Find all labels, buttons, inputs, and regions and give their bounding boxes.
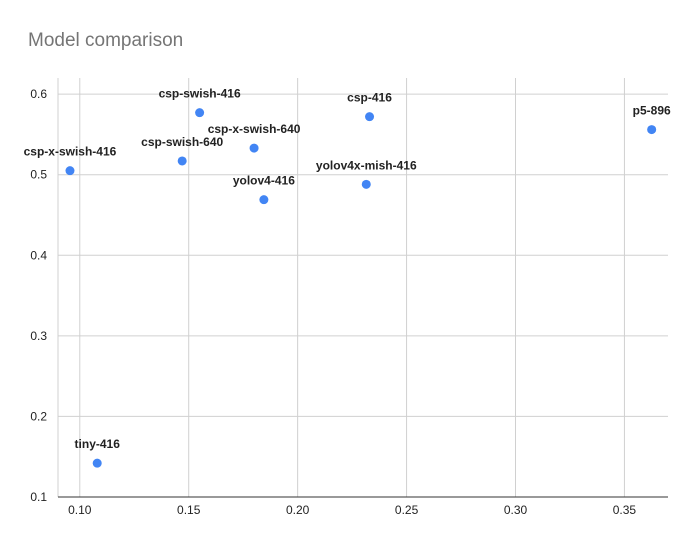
x-tick-label: 0.20 bbox=[286, 503, 310, 517]
x-tick-label: 0.15 bbox=[177, 503, 201, 517]
point-label-yolov4-416: yolov4-416 bbox=[233, 174, 295, 188]
point-label-csp-x-swish-640: csp-x-swish-640 bbox=[208, 122, 301, 136]
y-tick-label: 0.5 bbox=[30, 168, 47, 182]
data-point-tiny-416 bbox=[92, 458, 102, 468]
data-point-p5-896 bbox=[647, 125, 657, 135]
point-label-yolov4x-mish-416: yolov4x-mish-416 bbox=[316, 158, 417, 172]
data-point-csp-x-swish-640 bbox=[249, 143, 259, 153]
point-label-csp-416: csp-416 bbox=[347, 91, 392, 105]
chart-title: Model comparison bbox=[28, 30, 183, 51]
x-tick-labels: 0.10 0.15 0.20 0.25 0.30 0.35 bbox=[68, 503, 636, 517]
y-tick-labels: 0.1 0.2 0.3 0.4 0.5 0.6 bbox=[30, 87, 47, 504]
y-tick-label: 0.4 bbox=[30, 248, 47, 262]
data-point-csp-swish-416 bbox=[195, 108, 205, 118]
y-tick-label: 0.1 bbox=[30, 490, 47, 504]
x-tick-label: 0.35 bbox=[613, 503, 637, 517]
data-point-csp-swish-640 bbox=[177, 156, 187, 166]
x-tick-label: 0.30 bbox=[504, 503, 528, 517]
data-point-yolov4x-mish-416 bbox=[361, 179, 371, 189]
point-label-tiny-416: tiny-416 bbox=[75, 437, 121, 451]
point-label-p5-896: p5-896 bbox=[633, 104, 671, 118]
data-point-yolov4-416 bbox=[259, 195, 269, 205]
x-tick-label: 0.25 bbox=[395, 503, 419, 517]
data-points bbox=[65, 108, 657, 468]
data-point-csp-x-swish-416 bbox=[65, 166, 75, 176]
point-label-csp-x-swish-416: csp-x-swish-416 bbox=[24, 145, 117, 159]
y-tick-label: 0.6 bbox=[30, 87, 47, 101]
y-tick-label: 0.2 bbox=[30, 409, 47, 423]
grid-lines bbox=[57, 78, 668, 497]
point-label-csp-swish-416: csp-swish-416 bbox=[159, 87, 241, 101]
y-tick-label: 0.3 bbox=[30, 329, 47, 343]
point-labels: csp-x-swish-416tiny-416csp-swish-640csp-… bbox=[24, 87, 671, 452]
data-point-csp-416 bbox=[365, 112, 375, 122]
point-label-csp-swish-640: csp-swish-640 bbox=[141, 135, 223, 149]
x-tick-label: 0.10 bbox=[68, 503, 92, 517]
